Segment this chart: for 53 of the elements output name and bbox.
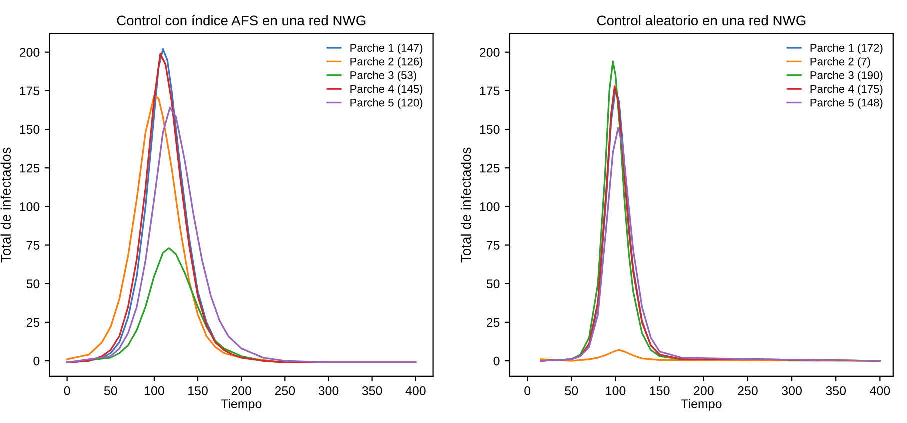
y-tick-label: 175 — [20, 86, 40, 96]
y-tick-label: 200 — [20, 48, 40, 58]
x-tick-label: 350 — [362, 386, 382, 396]
y-tick-label: 0 — [494, 356, 500, 366]
y-tick-label: 25 — [486, 318, 500, 328]
y-tick-label: 175 — [480, 86, 500, 96]
x-tick-label: 0 — [524, 386, 531, 396]
y-tick-label: 50 — [26, 280, 40, 289]
x-tick-label: 200 — [232, 386, 252, 396]
legend-label: Parche 5 (148) — [810, 98, 883, 109]
y-tick-label: 150 — [480, 125, 500, 134]
y-tick-label: 125 — [480, 164, 500, 173]
y-tick-label: 200 — [480, 48, 500, 58]
chart-title: Control aleatorio en una red NWG — [597, 15, 806, 26]
x-tick-label: 100 — [144, 386, 164, 396]
x-tick-label: 350 — [826, 386, 846, 396]
y-axis-title: Total de infectados — [0, 148, 12, 263]
legend-label: Parche 4 (175) — [810, 84, 883, 96]
y-tick-label: 75 — [26, 241, 40, 250]
y-tick-label: 50 — [486, 280, 500, 289]
x-axis-title: Tiempo — [221, 399, 262, 411]
chart-title: Control con índice AFS en una red NWG — [117, 15, 366, 26]
legend-label: Parche 4 (145) — [350, 84, 423, 96]
y-tick-label: 150 — [20, 125, 40, 134]
x-tick-label: 0 — [64, 386, 70, 396]
legend-label: Parche 3 (53) — [350, 71, 416, 82]
x-tick-label: 300 — [318, 386, 339, 396]
x-tick-label: 150 — [188, 386, 208, 396]
x-tick-label: 400 — [870, 386, 890, 396]
x-tick-label: 100 — [606, 386, 626, 396]
x-tick-label: 250 — [738, 386, 758, 396]
x-tick-label: 50 — [104, 386, 118, 396]
y-tick-label: 125 — [20, 164, 40, 173]
y-tick-label: 75 — [486, 241, 500, 250]
line-series — [540, 127, 882, 362]
y-tick-label: 100 — [20, 202, 40, 212]
legend-label: Parche 2 (7) — [810, 58, 870, 68]
x-tick-label: 400 — [406, 386, 426, 396]
y-axis-title: Total de infectados — [460, 148, 472, 263]
legend-label: Parche 2 (126) — [350, 58, 423, 68]
y-tick-label: 0 — [34, 356, 40, 366]
x-axis-title: Tiempo — [681, 399, 722, 411]
legend-label: Parche 1 (147) — [350, 44, 423, 54]
y-tick-label: 25 — [26, 318, 40, 328]
legend-label: Parche 3 (190) — [810, 71, 883, 82]
legend-label: Parche 1 (172) — [810, 44, 883, 54]
x-tick-label: 200 — [694, 386, 714, 396]
y-tick-label: 100 — [480, 202, 500, 212]
x-tick-label: 50 — [565, 386, 578, 396]
legend-label: Parche 5 (120) — [350, 98, 423, 109]
x-tick-label: 250 — [275, 386, 296, 396]
x-tick-label: 150 — [650, 386, 670, 396]
x-tick-label: 300 — [782, 386, 802, 396]
